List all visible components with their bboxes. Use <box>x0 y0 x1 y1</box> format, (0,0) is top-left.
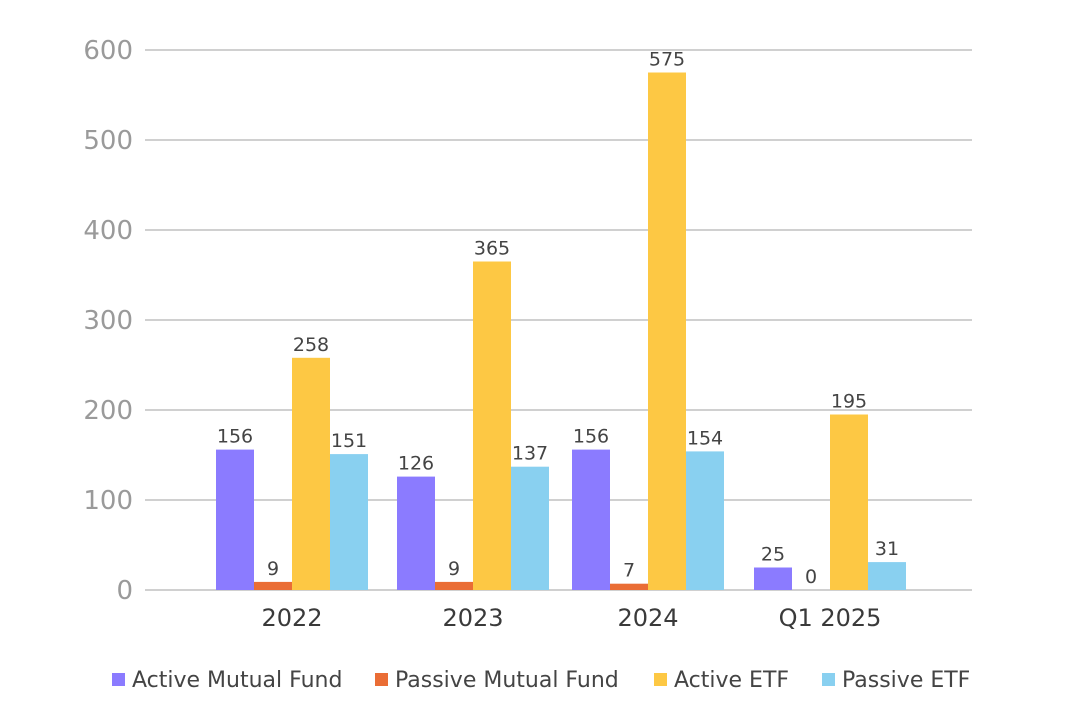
legend: Active Mutual Fund Passive Mutual Fund Act… <box>112 668 970 693</box>
data-label: 156 <box>573 426 609 448</box>
y-tick-label: 300 <box>83 306 133 336</box>
data-label: 126 <box>398 453 434 475</box>
data-label: 575 <box>649 49 685 71</box>
bar <box>473 261 511 590</box>
data-label: 195 <box>831 391 867 413</box>
x-tick-label: 2024 <box>617 604 678 632</box>
y-tick-label: 400 <box>83 216 133 246</box>
y-tick-label: 200 <box>83 396 133 426</box>
y-axis-ticks: 0 100 200 300 400 500 600 <box>83 36 133 606</box>
x-tick-label: 2023 <box>442 604 503 632</box>
bar <box>397 476 435 590</box>
legend-swatch <box>112 673 125 686</box>
y-tick-label: 100 <box>83 486 133 516</box>
data-label: 154 <box>687 427 723 449</box>
data-label: 7 <box>623 560 635 582</box>
bar <box>511 466 549 590</box>
data-label: 137 <box>512 443 548 465</box>
bar <box>648 72 686 590</box>
data-label: 0 <box>805 566 817 588</box>
bar <box>292 357 330 590</box>
bar <box>572 449 610 590</box>
data-label: 9 <box>448 558 460 580</box>
bar <box>686 451 724 590</box>
x-axis-ticks: 2022 2023 2024 Q1 2025 <box>261 604 881 632</box>
legend-label: Passive ETF <box>842 668 970 693</box>
data-label: 258 <box>293 334 329 356</box>
y-tick-label: 0 <box>116 576 133 606</box>
legend-swatch <box>822 673 835 686</box>
x-tick-label: 2022 <box>261 604 322 632</box>
data-label: 156 <box>217 426 253 448</box>
data-label: 9 <box>267 558 279 580</box>
bar <box>830 414 868 590</box>
bar <box>868 562 906 590</box>
bar <box>435 581 473 590</box>
data-label: 31 <box>875 538 899 560</box>
data-label: 365 <box>474 238 510 260</box>
data-labels: 156 9 258 151 126 9 365 137 156 7 575 154 25 0 195 31 <box>217 49 899 589</box>
y-tick-label: 600 <box>83 36 133 66</box>
legend-swatch <box>375 673 388 686</box>
legend-label: Active ETF <box>674 668 789 693</box>
bars <box>216 72 906 590</box>
legend-label: Passive Mutual Fund <box>395 668 619 693</box>
data-label: 25 <box>761 544 785 566</box>
y-tick-label: 500 <box>83 126 133 156</box>
gridlines <box>145 49 972 591</box>
legend-swatch <box>654 673 667 686</box>
bar <box>754 567 792 590</box>
data-label: 151 <box>331 430 367 452</box>
x-tick-label: Q1 2025 <box>779 604 882 632</box>
bar <box>216 449 254 590</box>
bar <box>610 583 648 590</box>
bar <box>254 581 292 590</box>
bar <box>330 454 368 590</box>
legend-label: Active Mutual Fund <box>132 668 342 693</box>
